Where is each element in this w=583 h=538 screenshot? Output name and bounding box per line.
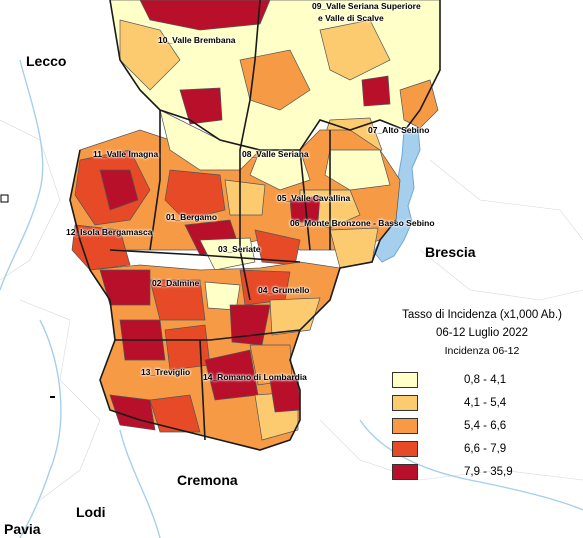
district-label-09b: e Valle di Scalve [318,13,384,23]
legend-row: 4,1 - 5,4 [384,391,580,414]
district-label-14: 14_Romano di Lombardia [203,372,307,382]
legend-row: 5,4 - 6,6 [384,414,580,437]
legend-range-5: 7,9 - 35,9 [464,465,513,478]
district-label-06: 06_Monte Bronzone - Basso Sebino [290,218,435,228]
legend-subtitle: Incidenza 06-12 [444,345,520,357]
legend-range-4: 6,6 - 7,9 [464,442,507,455]
province-label-cremona: Cremona [177,472,238,488]
district-label-07: 07_Alto Sebino [368,125,430,135]
marker-square [0,194,9,203]
district-boundaries [69,0,441,451]
district-label-09: 09_Valle Seriana Superiore [312,1,421,11]
district-label-01: 01_Bergamo [166,212,218,222]
district-label-13: 13_Treviglio [141,367,191,377]
district-label-08: 08_Valle Seriana [242,149,309,159]
legend: Tasso di Incidenza (x1,000 Ab.) 06-12 Lu… [384,306,580,483]
district-label-11: 11_Valle Imagna [93,149,159,159]
district-label-02: 02_Dalmine [152,278,200,288]
legend-swatch-1 [392,371,418,388]
district-label-04: 04_Grumello [258,285,310,295]
legend-swatch-4 [392,440,418,457]
district-label-10: 10_Valle Brembana [158,35,236,45]
rivers [0,59,583,538]
legend-row: 0,8 - 4,1 [384,368,580,391]
province-label-lecco: Lecco [26,53,67,69]
legend-range-2: 4,1 - 5,4 [464,396,507,409]
legend-range-1: 0,8 - 4,1 [464,373,507,386]
province-label-lodi: Lodi [76,504,106,520]
legend-row: 7,9 - 35,9 [384,460,580,483]
legend-swatch-5 [392,463,418,480]
legend-range-3: 5,4 - 6,6 [464,419,507,432]
district-label-03: 03_Seriate [218,244,261,254]
legend-swatch-2 [392,394,418,411]
province-label-brescia: Brescia [425,244,476,260]
legend-period: 06-12 Luglio 2022 [435,327,529,339]
marker-dash [50,396,55,398]
province-bergamo [69,0,441,451]
legend-row: 6,6 - 7,9 [384,437,580,460]
district-label-12: 12_Isola Bergamasca [66,227,153,237]
legend-title: Tasso di Incidenza (x1,000 Ab.) [402,309,562,321]
surrounding-territory [0,119,583,501]
province-label-pavia: Pavia [4,521,41,537]
district-label-05: 05_Valle Cavallina [277,193,351,203]
legend-swatch-3 [392,417,418,434]
